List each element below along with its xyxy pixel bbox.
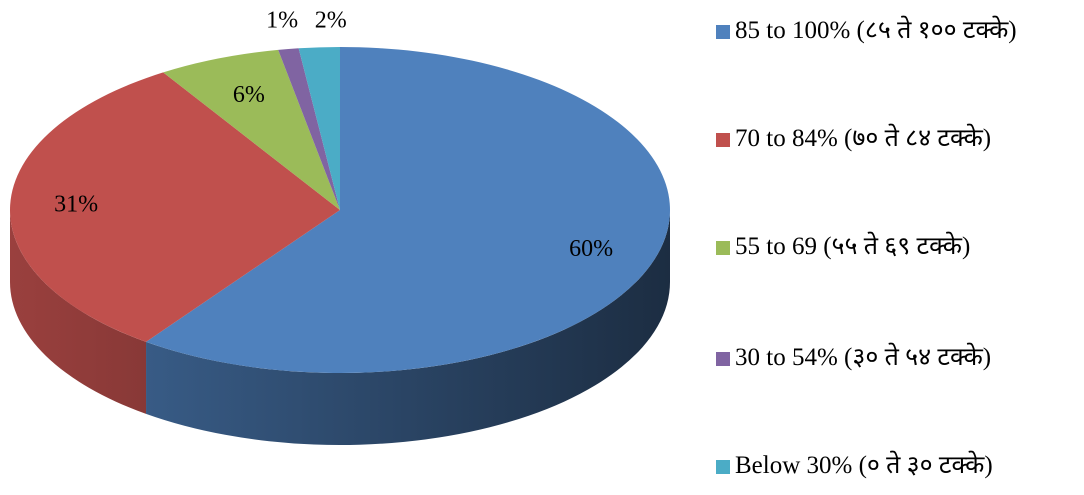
data-label: 60%	[569, 236, 613, 262]
slice	[163, 49, 340, 210]
data-label: 31%	[54, 191, 98, 217]
data-label: 6%	[233, 82, 265, 108]
legend: 85 to 100% (८५ ते १०० टक्के) 70 to 84% (७…	[716, 14, 1082, 494]
legend-swatch	[716, 352, 730, 366]
legend-item: Below 30% (० ते ३० टक्के)	[716, 449, 1082, 483]
legend-label: 85 to 100% (८५ ते १०० टक्के)	[735, 17, 1017, 44]
legend-item: 70 to 84% (७० ते ८४ टक्के)	[716, 122, 1082, 156]
slice	[298, 47, 340, 210]
legend-item: 55 to 69 (५५ ते ६९ टक्के)	[716, 230, 1082, 264]
legend-label: 70 to 84% (७० ते ८४ टक्के)	[735, 125, 992, 152]
slice-side	[146, 210, 670, 445]
slice	[278, 48, 340, 210]
legend-swatch	[716, 241, 730, 255]
slice	[9, 72, 340, 342]
legend-label: 30 to 54% (३० ते ५४ टक्के)	[735, 344, 992, 371]
legend-item: 85 to 100% (८५ ते १०० टक्के)	[716, 14, 1082, 48]
slice-side	[9, 210, 147, 414]
legend-label: Below 30% (० ते ३० टक्के)	[735, 452, 993, 479]
legend-swatch	[716, 133, 730, 147]
data-label: 2%	[315, 8, 347, 34]
chart: 60% 31% 6% 1% 2%	[9, 8, 670, 445]
slice	[146, 47, 670, 373]
legend-label: 55 to 69 (५५ ते ६९ टक्के)	[735, 233, 971, 260]
data-label: 1%	[266, 8, 298, 34]
legend-swatch	[716, 25, 730, 39]
legend-swatch	[716, 460, 730, 474]
legend-item: 30 to 54% (३० ते ५४ टक्के)	[716, 341, 1082, 375]
